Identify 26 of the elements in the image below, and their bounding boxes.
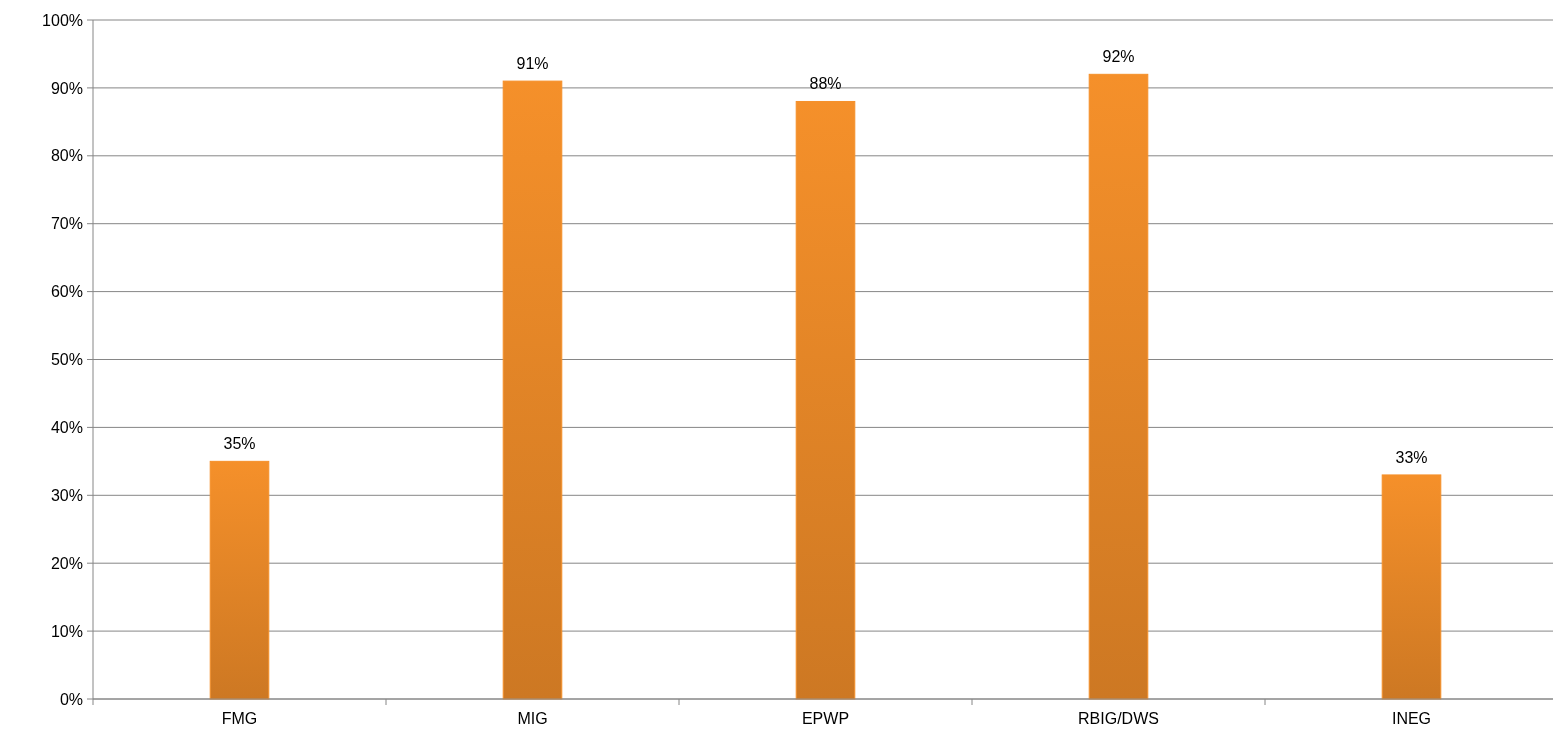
bar — [1088, 73, 1149, 700]
y-tick-label: 50% — [50, 351, 83, 369]
bar — [1381, 474, 1442, 700]
x-tick-label: MIG — [517, 710, 548, 727]
x-tick-label: INEG — [1391, 710, 1432, 727]
bar — [209, 460, 270, 700]
data-label: 88% — [809, 75, 842, 93]
x-tick-label: RBIG/DWS — [1078, 710, 1159, 727]
bar — [795, 100, 856, 700]
data-label: 92% — [1102, 48, 1135, 66]
y-tick-label: 20% — [50, 554, 83, 572]
y-tick-label: 90% — [50, 79, 83, 97]
data-label: 33% — [1395, 448, 1428, 466]
x-tick-label: FMG — [221, 710, 258, 727]
x-tick-label: EPWP — [801, 710, 850, 727]
bar — [502, 80, 563, 700]
y-tick-label: 70% — [50, 215, 83, 233]
data-label: 91% — [516, 55, 549, 73]
y-tick-label: 30% — [50, 486, 83, 504]
y-tick-label: 60% — [50, 283, 83, 301]
data-label: 35% — [223, 435, 256, 453]
y-tick-label: 40% — [50, 419, 83, 436]
y-tick-label: 100% — [42, 11, 83, 29]
y-tick-label: 10% — [50, 622, 83, 640]
y-tick-label: 0% — [59, 690, 83, 708]
y-tick-label: 80% — [50, 147, 83, 165]
